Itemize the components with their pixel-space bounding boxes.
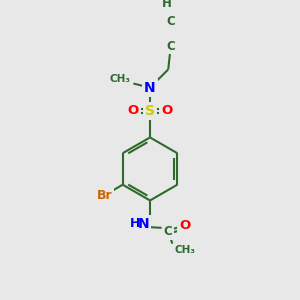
Text: C: C — [167, 40, 175, 53]
Text: H: H — [162, 0, 172, 10]
Text: O: O — [179, 219, 190, 232]
Text: N: N — [144, 81, 156, 95]
Text: C: C — [164, 226, 172, 238]
Text: C: C — [167, 15, 175, 28]
Text: H: H — [130, 217, 140, 230]
Text: Br: Br — [96, 189, 112, 203]
Text: N: N — [138, 217, 149, 231]
Text: CH₃: CH₃ — [174, 245, 195, 255]
Text: S: S — [145, 104, 155, 118]
Text: O: O — [128, 104, 139, 117]
Text: CH₃: CH₃ — [109, 74, 130, 84]
Text: O: O — [161, 104, 172, 117]
